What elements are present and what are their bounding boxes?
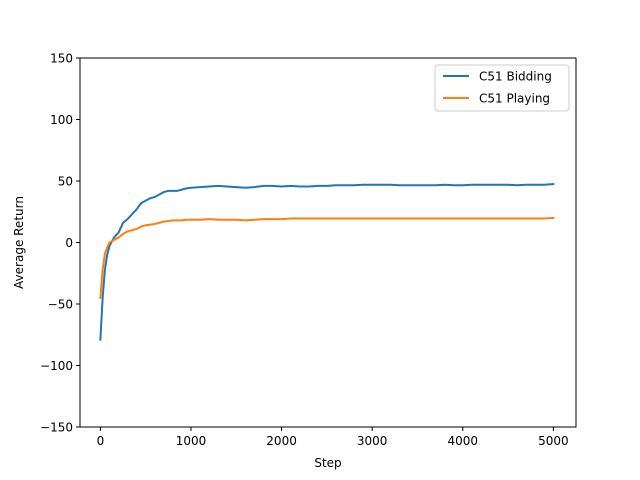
x-axis-label: Step [314,456,341,470]
y-tick-label: 0 [65,236,73,250]
y-axis-label: Average Return [12,196,26,289]
y-tick-label: −50 [48,298,73,312]
x-tick-label: 1000 [176,434,207,448]
y-axis: −150 −100 −50 0 50 100 150 [40,52,80,435]
y-tick-label: −150 [40,421,73,435]
legend-label-c51-bidding: C51 Bidding [479,70,552,84]
y-tick-label: 150 [50,52,73,66]
x-axis: 0 1000 2000 3000 4000 5000 [97,427,569,448]
legend: C51 Bidding C51 Playing [434,64,570,112]
x-tick-label: 2000 [266,434,297,448]
x-tick-label: 4000 [447,434,478,448]
y-tick-label: 50 [58,175,73,189]
y-tick-label: 100 [50,113,73,127]
series-line-c51-bidding [99,183,555,341]
legend-label-c51-playing: C51 Playing [479,92,550,106]
x-tick-label: 5000 [538,434,569,448]
series-line-c51-playing [99,216,555,299]
x-tick-label: 0 [97,434,105,448]
y-tick-label: −100 [40,359,73,373]
plot-area [99,183,555,341]
x-tick-label: 3000 [357,434,388,448]
